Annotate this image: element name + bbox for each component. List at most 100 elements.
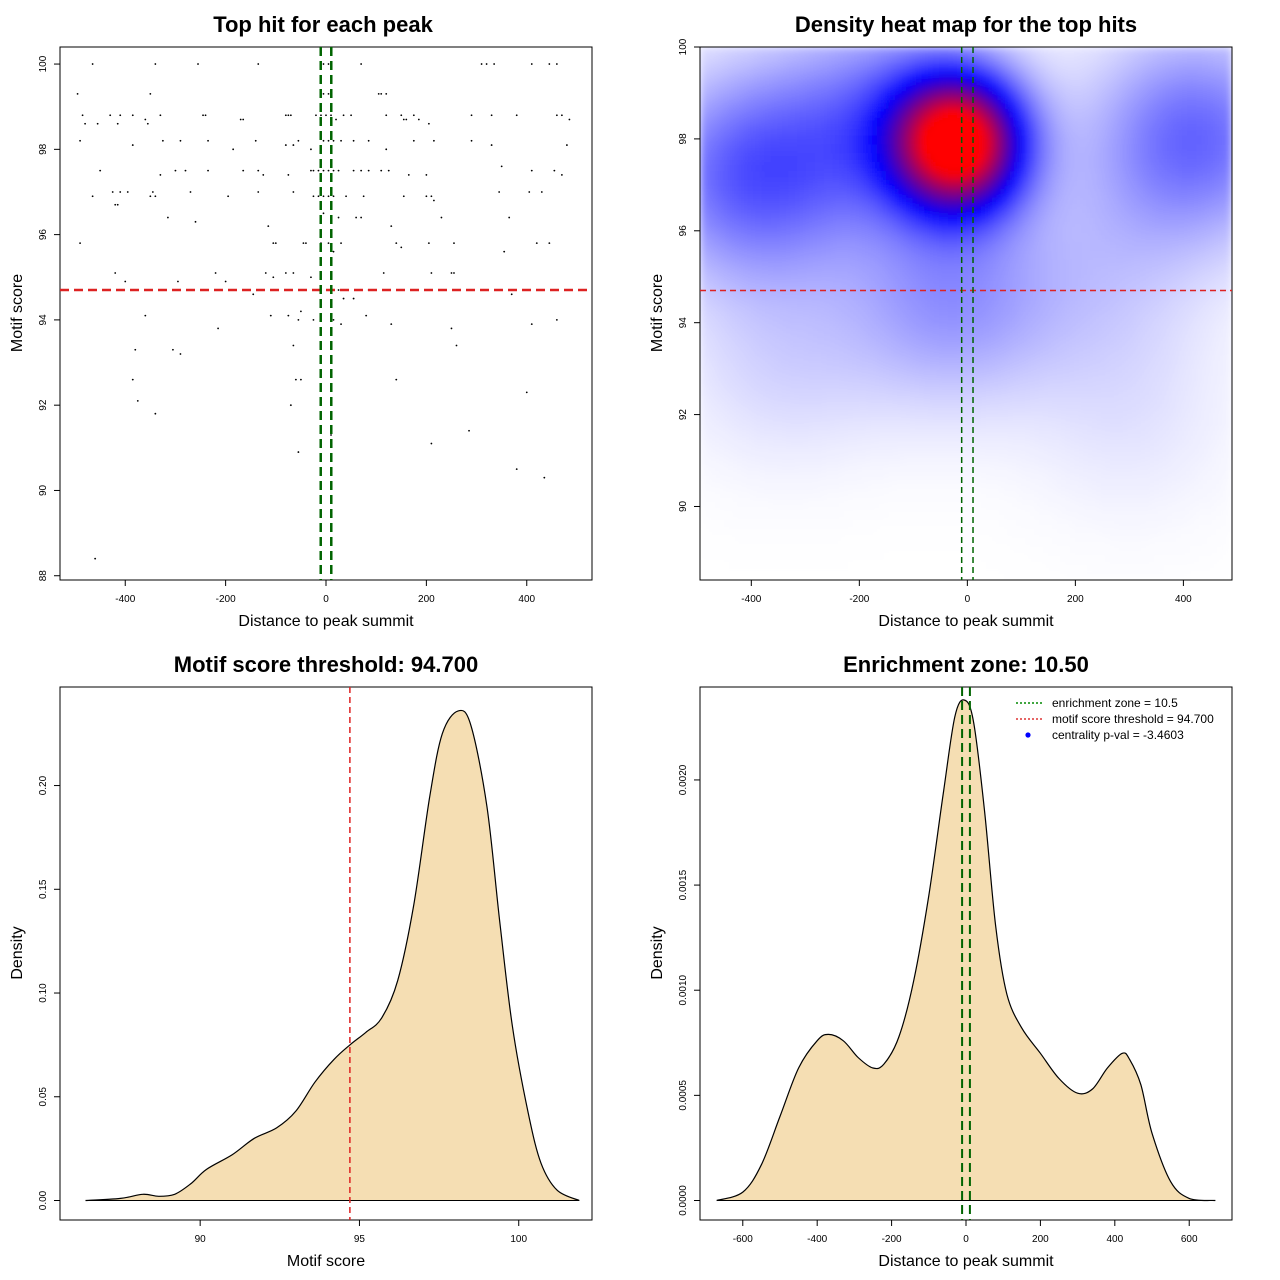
heatmap-cell	[983, 251, 993, 261]
heatmap-cell	[797, 233, 807, 243]
heatmap-cell	[832, 366, 843, 376]
heatmap-cell	[1222, 286, 1232, 297]
heatmap-cell	[823, 375, 834, 385]
heatmap-cell	[1072, 108, 1082, 119]
heatmap-cell	[752, 304, 763, 314]
heatmap-cell	[974, 313, 985, 323]
heatmap-cell	[1001, 313, 1011, 323]
heatmap-cell	[717, 366, 727, 376]
heatmap-cell	[1027, 384, 1038, 394]
heatmap-cell	[1089, 215, 1100, 225]
heatmap-cell	[752, 242, 763, 252]
heatmap-cell	[1018, 171, 1029, 181]
heatmap-cell	[1080, 313, 1091, 323]
heatmap-cell	[1098, 455, 1109, 465]
heatmap-cell	[1116, 47, 1126, 57]
heatmap-cell	[1205, 108, 1215, 119]
heatmap-cell	[1036, 47, 1047, 57]
heatmap-cell	[823, 64, 834, 74]
heatmap-title: Density heat map for the top hits	[795, 12, 1137, 37]
heatmap-cell	[752, 348, 763, 359]
distance-density-ylabel: Density	[649, 926, 666, 979]
heatmap-cell	[726, 188, 736, 199]
heatmap-cell	[877, 144, 887, 154]
heatmap-cell	[1160, 242, 1171, 252]
heatmap-cell	[930, 535, 940, 545]
heatmap-cell	[1098, 188, 1109, 199]
scatter-point	[382, 272, 385, 274]
heatmap-cell	[877, 402, 887, 412]
heatmap-cell	[894, 473, 905, 483]
heatmap-cell	[1143, 348, 1153, 359]
heatmap-cell	[1001, 402, 1011, 412]
scatter-point	[119, 191, 122, 193]
heatmap-cell	[1143, 437, 1153, 448]
heatmap-cell	[832, 179, 843, 190]
heatmap-cell	[797, 517, 807, 527]
heatmap-cell	[965, 188, 976, 199]
heatmap-cell	[1116, 171, 1126, 181]
heatmap-cell	[1036, 570, 1047, 580]
heatmap-cell	[992, 91, 1002, 101]
heatmap-cell	[912, 215, 922, 225]
heatmap-cell	[1018, 455, 1029, 465]
heatmap-cell	[921, 402, 931, 412]
heatmap-cell	[1178, 393, 1188, 403]
scatter-point	[312, 169, 315, 172]
scatter-point	[405, 118, 408, 121]
heatmap-cell	[1125, 490, 1135, 501]
heatmap-cell	[770, 526, 781, 536]
heatmap-cell	[717, 55, 727, 66]
heatmap-cell	[877, 277, 887, 288]
heatmap-cell	[841, 286, 852, 297]
heatmap-cell	[1151, 295, 1162, 305]
heatmap-cell	[859, 375, 869, 385]
heatmap-cell	[885, 73, 896, 83]
scatter-point	[355, 216, 358, 219]
heatmap-cell	[1018, 73, 1029, 83]
heatmap-cell	[1010, 251, 1020, 261]
heatmap-cell	[1196, 375, 1206, 385]
heatmap-cell	[1187, 144, 1197, 154]
heatmap-cell	[1213, 242, 1224, 252]
heatmap-cell	[1205, 135, 1215, 146]
heatmap-cell	[1072, 464, 1082, 474]
heatmap-cell	[1098, 47, 1109, 57]
heatmap-cell	[974, 135, 985, 146]
scatter-point	[317, 169, 320, 172]
heatmap-cell	[1116, 366, 1126, 376]
heatmap-cell	[832, 188, 843, 199]
heatmap-cell	[1045, 499, 1055, 510]
heatmap-cell	[788, 91, 798, 101]
heatmap-cell	[885, 268, 896, 279]
heatmap-cell	[726, 295, 736, 305]
plot-frame	[59, 686, 593, 1221]
heatmap-cell	[1160, 179, 1171, 190]
heatmap-cell	[1080, 481, 1091, 492]
heatmap-cell	[1036, 322, 1047, 332]
heatmap-cell	[1196, 82, 1206, 92]
heatmap-cell	[1054, 410, 1064, 421]
heatmap-cell	[983, 570, 993, 580]
heatmap-cell	[823, 339, 834, 350]
heatmap-cell	[868, 570, 878, 580]
heatmap-cell	[850, 313, 860, 323]
heatmap-cell	[806, 446, 816, 456]
heatmap-cell	[752, 179, 763, 190]
heatmap-cell	[903, 330, 914, 341]
heatmap-cell	[1205, 375, 1215, 385]
heatmap-cell	[859, 171, 869, 181]
heatmap-cell	[885, 375, 896, 385]
heatmap-cell	[708, 517, 719, 527]
scatter-point	[154, 63, 157, 65]
heatmap-cell	[1169, 144, 1180, 154]
heatmap-cell	[1089, 473, 1100, 483]
heatmap-cell	[939, 535, 949, 545]
heatmap-cell	[1143, 375, 1153, 385]
heatmap-cell	[744, 313, 754, 323]
heatmap-cell	[1222, 197, 1232, 208]
heatmap-cell	[912, 171, 922, 181]
heatmap-cell	[965, 171, 976, 181]
heatmap-cell	[1160, 553, 1171, 563]
heatmap-cell	[1036, 464, 1047, 474]
